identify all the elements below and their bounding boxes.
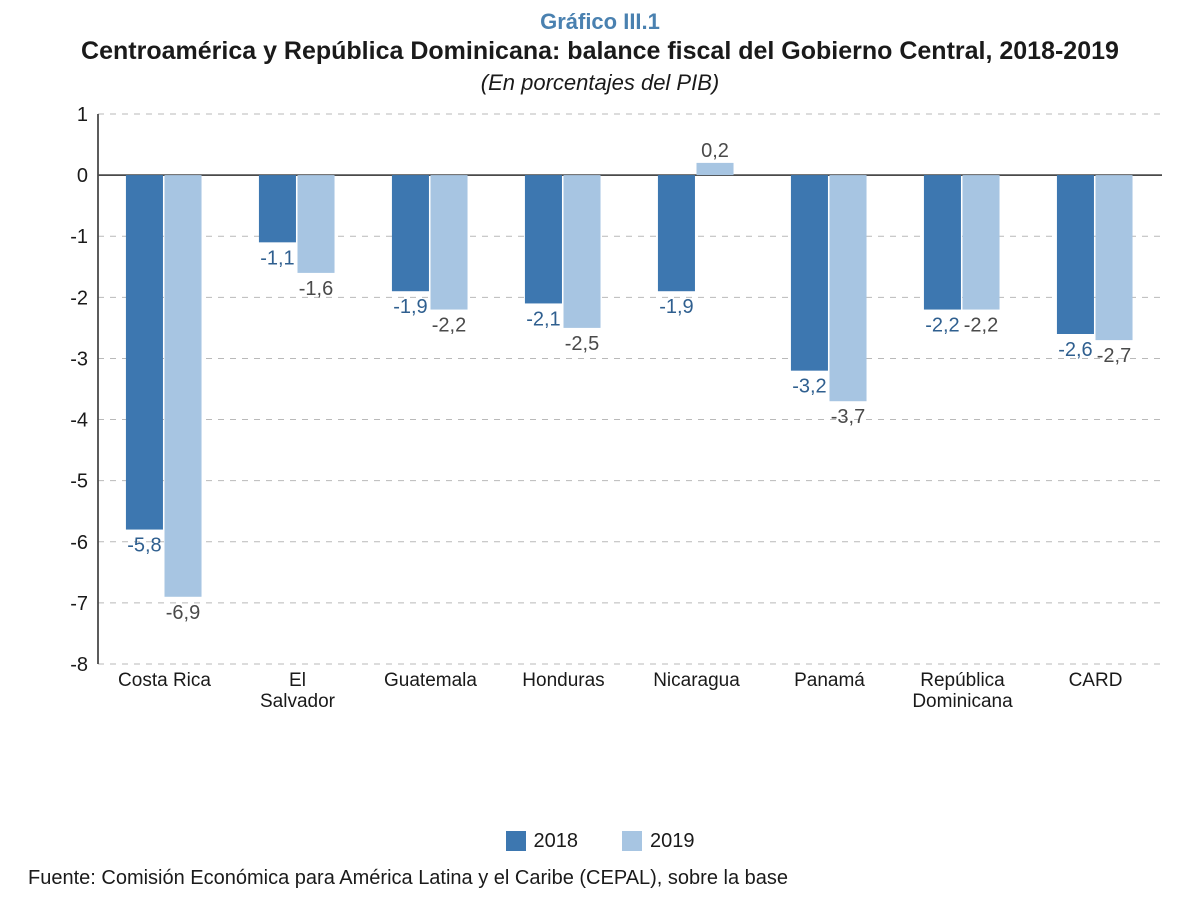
svg-text:-1,6: -1,6 <box>299 278 333 300</box>
svg-text:-4: -4 <box>70 410 88 432</box>
svg-text:Salvador: Salvador <box>260 691 336 712</box>
svg-text:-3,7: -3,7 <box>831 406 865 428</box>
source-label: Fuente: <box>28 867 96 889</box>
svg-text:-3,2: -3,2 <box>792 376 826 398</box>
svg-text:Dominicana: Dominicana <box>912 691 1013 712</box>
svg-text:Honduras: Honduras <box>522 670 604 691</box>
legend-item: 2018 <box>506 830 579 853</box>
source-line: Fuente: Comisión Económica para América … <box>28 867 1172 890</box>
bar-chart: -8 -7 -6 -5 -4 -3 -2 -1 0 1 -5,8 -6,9 Costa Rica -1,1… <box>28 104 1172 724</box>
legend-label: 2019 <box>650 830 695 853</box>
svg-text:-1: -1 <box>70 226 88 248</box>
svg-text:-1,9: -1,9 <box>393 296 427 318</box>
chart-header: Gráfico III.1 Centroamérica y República … <box>28 10 1172 96</box>
chart-pretitle: Gráfico III.1 <box>28 10 1172 34</box>
svg-text:-5: -5 <box>70 471 88 493</box>
svg-text:1: 1 <box>77 104 88 126</box>
svg-text:-6: -6 <box>70 532 88 554</box>
legend-item: 2019 <box>622 830 695 853</box>
svg-text:-1,9: -1,9 <box>659 296 693 318</box>
legend-swatch <box>506 831 526 851</box>
svg-text:-2,2: -2,2 <box>432 315 466 337</box>
svg-text:-2,1: -2,1 <box>526 309 560 331</box>
svg-text:Nicaragua: Nicaragua <box>653 670 740 691</box>
svg-text:Costa Rica: Costa Rica <box>118 670 211 691</box>
svg-text:-8: -8 <box>70 654 88 676</box>
svg-text:República: República <box>920 670 1005 691</box>
svg-text:-2: -2 <box>70 288 88 310</box>
svg-text:-2,7: -2,7 <box>1097 345 1131 367</box>
svg-text:-2,2: -2,2 <box>964 315 998 337</box>
svg-text:Guatemala: Guatemala <box>384 670 477 691</box>
svg-text:-2,6: -2,6 <box>1058 339 1092 361</box>
svg-text:-6,9: -6,9 <box>166 602 200 624</box>
svg-text:-5,8: -5,8 <box>127 535 161 557</box>
svg-text:0,2: 0,2 <box>701 140 729 162</box>
chart-legend: 2018 2019 <box>28 830 1172 858</box>
legend-label: 2018 <box>534 830 579 853</box>
chart-subtitle: (En porcentajes del PIB) <box>28 70 1172 96</box>
legend-swatch <box>622 831 642 851</box>
svg-text:-2,2: -2,2 <box>925 315 959 337</box>
svg-text:El: El <box>289 670 306 691</box>
chart-canvas-wrap: -8 -7 -6 -5 -4 -3 -2 -1 0 1 -5,8 -6,9 Costa Rica -1,1… <box>28 104 1172 823</box>
svg-text:-3: -3 <box>70 349 88 371</box>
svg-text:0: 0 <box>77 165 88 187</box>
svg-text:-2,5: -2,5 <box>565 333 599 355</box>
source-text: Comisión Económica para América Latina y… <box>101 867 788 889</box>
chart-title: Centroamérica y República Dominicana: ba… <box>68 36 1132 66</box>
svg-text:-7: -7 <box>70 593 88 615</box>
svg-text:CARD: CARD <box>1069 670 1123 691</box>
svg-text:Panamá: Panamá <box>794 670 865 691</box>
svg-text:-1,1: -1,1 <box>260 248 294 270</box>
